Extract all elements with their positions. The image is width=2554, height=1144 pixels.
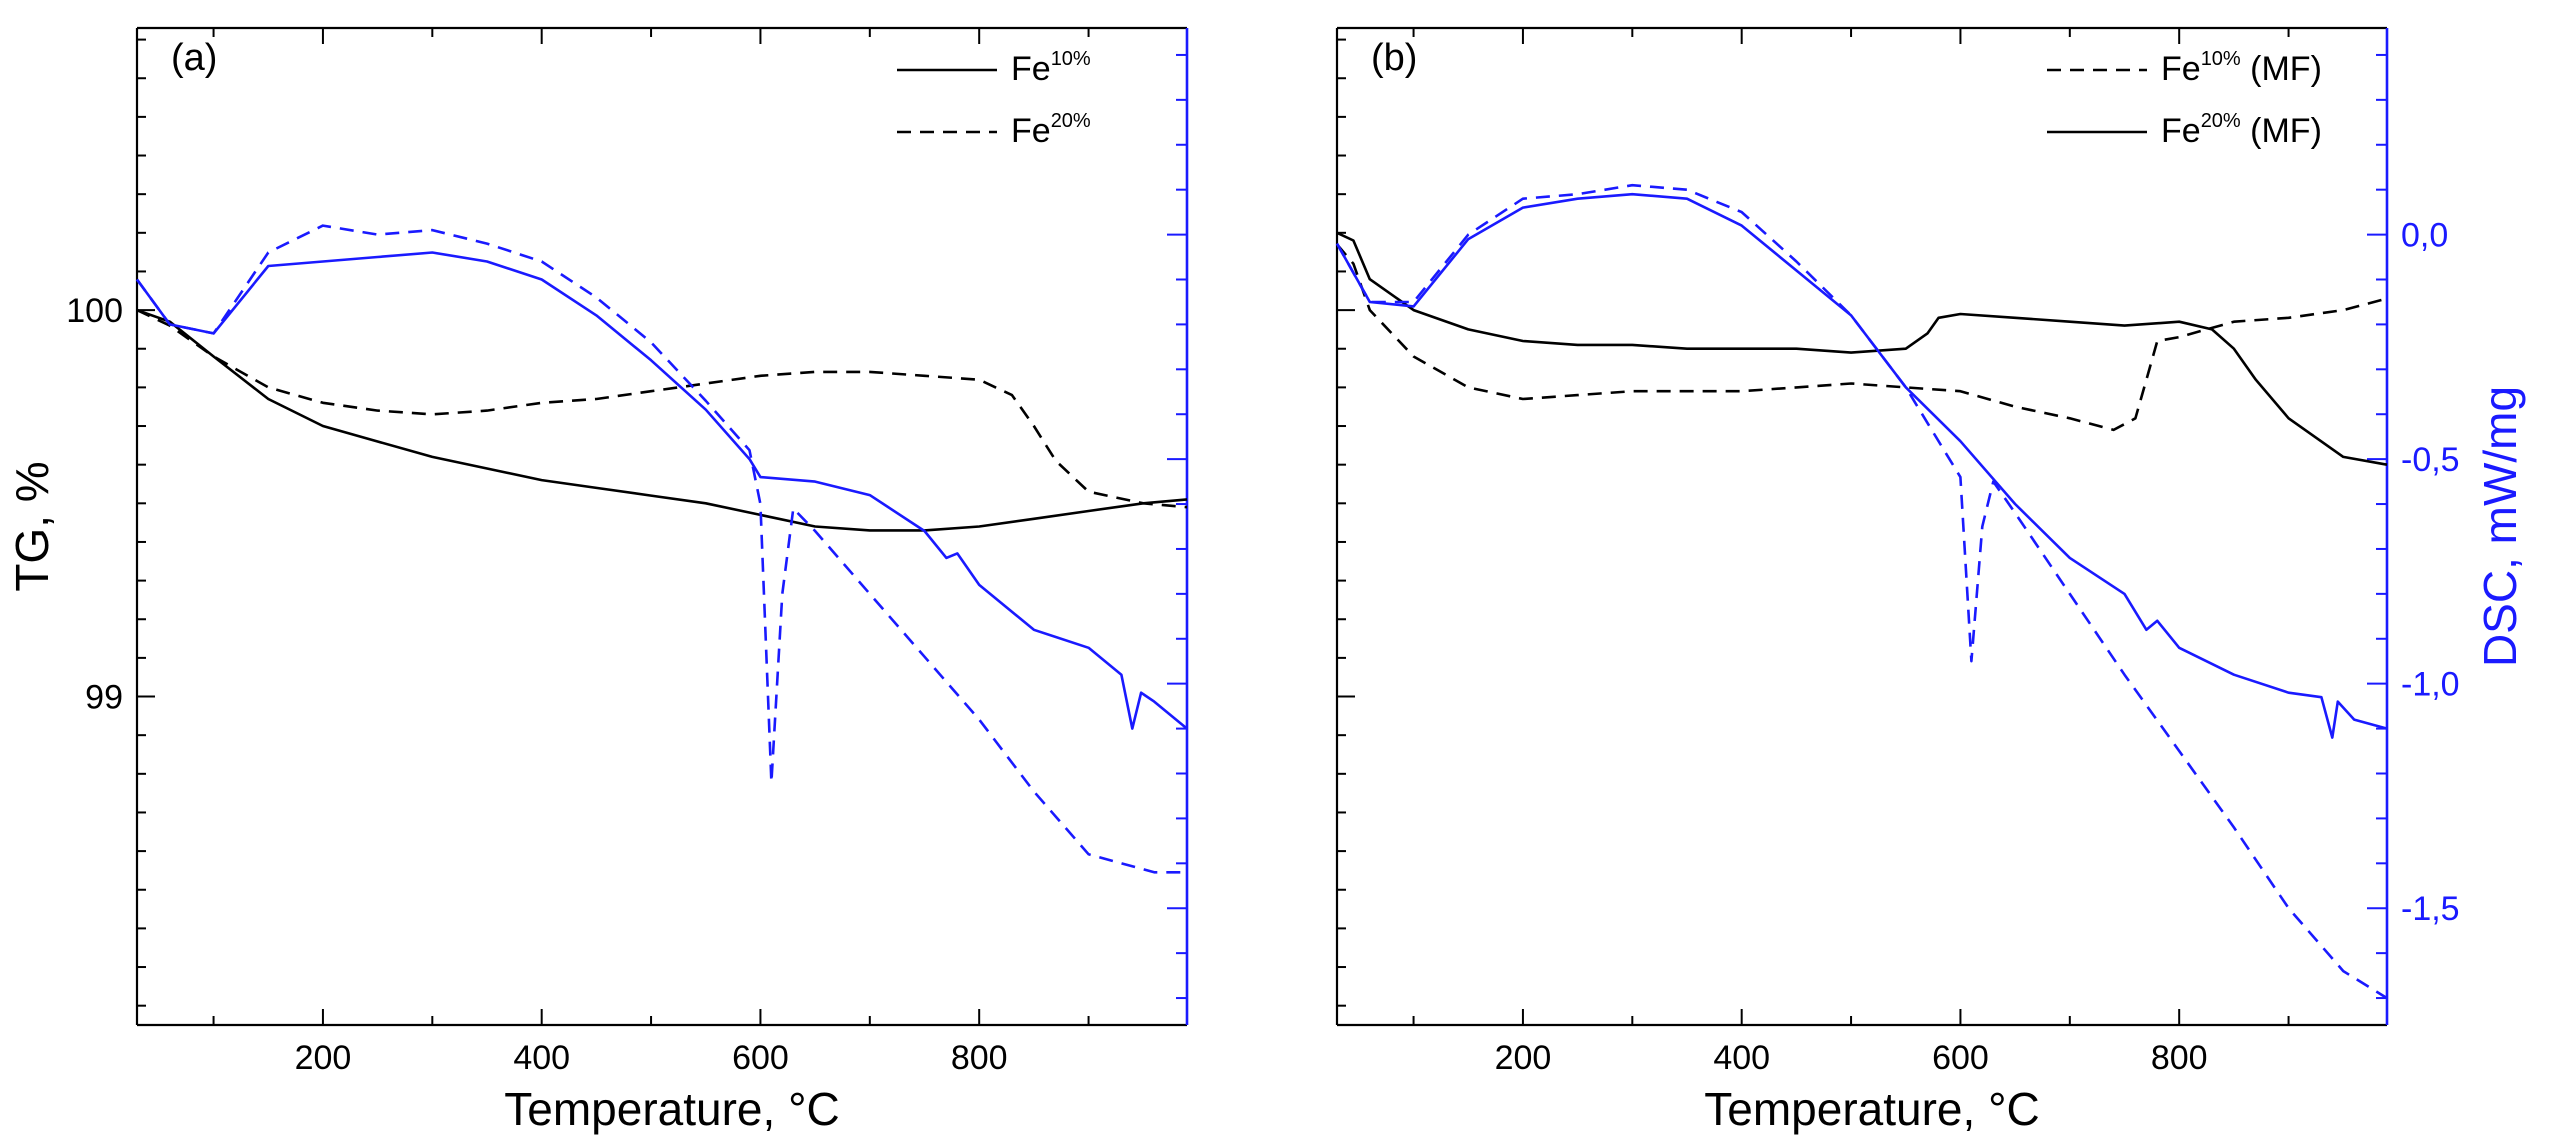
series-tg-line [136, 308, 1188, 532]
legend-entry-label: Fe20% [1011, 110, 1091, 150]
x-tick-label: 200 [295, 1039, 352, 1077]
x-tick-label: 800 [2151, 1039, 2208, 1077]
left-tick-label: 100 [66, 292, 123, 330]
left-tick-label: 99 [85, 679, 123, 717]
right-tick-label: -0,5 [2401, 441, 2460, 479]
x-axis-title: Temperature, °C [1704, 1083, 2039, 1135]
series-dsc-line [1335, 192, 2388, 739]
legend-entry-label: Fe10% (MF) [2161, 48, 2322, 88]
series-dsc-line [135, 224, 1187, 874]
series-tg-line [1336, 243, 2388, 432]
legend-entry-label: Fe20% (MF) [2161, 110, 2322, 150]
chart-panel-2: 200 400 600 800 0,0 -0,5 -1,0 -1,5 Temperature, … [1335, 26, 2526, 1135]
series-tg-line [1336, 231, 2388, 466]
x-axis-title: Temperature, °C [504, 1083, 839, 1135]
series-tg-line [136, 308, 1188, 509]
left-axis-title: TG, % [6, 461, 58, 591]
x-tick-label: 400 [513, 1039, 570, 1077]
x-tick-label: 600 [1932, 1039, 1989, 1077]
right-tick-label: 0,0 [2401, 217, 2448, 255]
right-tick-label: -1,0 [2401, 666, 2460, 704]
series-dsc-line [1335, 183, 2388, 1000]
legend-entry-label: Fe10% [1011, 48, 1091, 88]
panel-label: (a) [171, 37, 217, 79]
series-dsc-line [135, 251, 1188, 730]
x-tick-label: 200 [1495, 1039, 1552, 1077]
right-axis-title: DSC, mW/mg [2474, 386, 2526, 667]
panel-label: (b) [1371, 37, 1417, 79]
chart-panel-1: 200 400 600 800 99 100 Temperature, °C TG, % (a)… [6, 26, 1189, 1135]
right-tick-label: -1,5 [2401, 890, 2460, 928]
x-tick-label: 400 [1713, 1039, 1770, 1077]
x-tick-label: 600 [732, 1039, 789, 1077]
x-tick-label: 800 [951, 1039, 1008, 1077]
